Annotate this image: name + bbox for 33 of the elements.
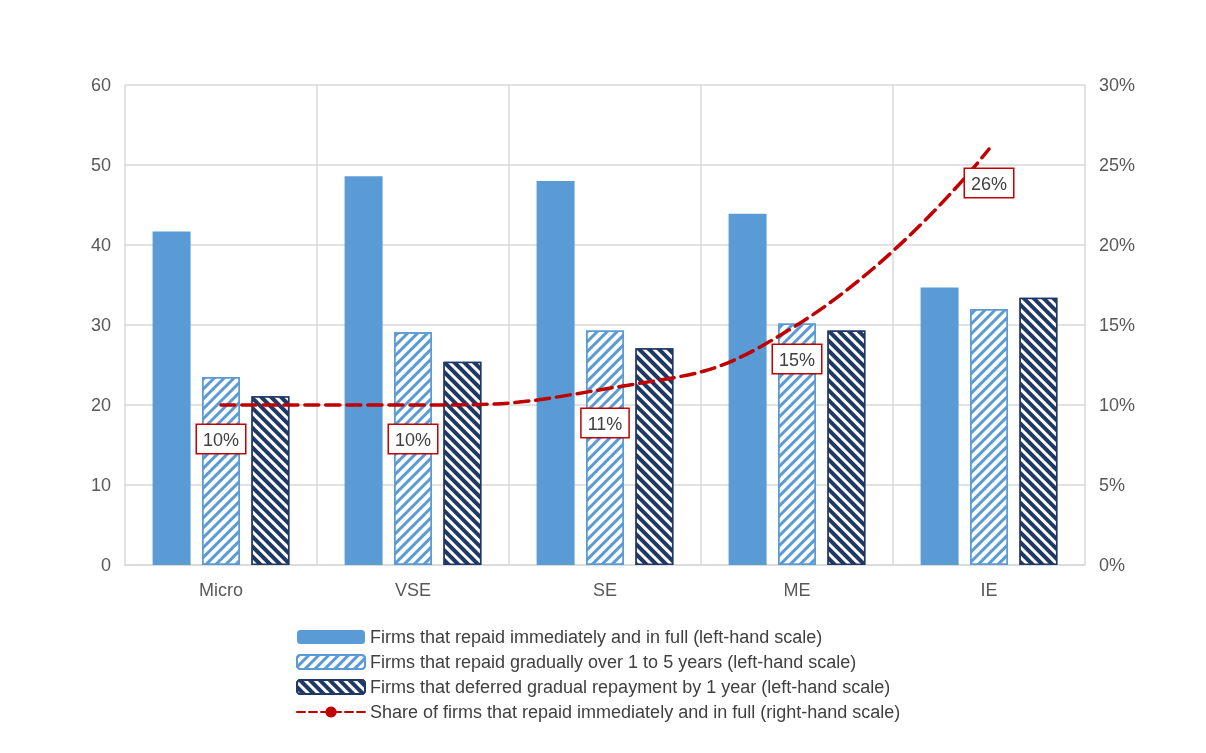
x-tick-label: IE xyxy=(980,580,998,600)
y2-tick-label: 30% xyxy=(1099,75,1136,95)
data-label: 15% xyxy=(778,350,816,370)
y-tick-label: 40 xyxy=(90,235,111,255)
data-label: 10% xyxy=(394,430,432,450)
y2-tick-label: 20% xyxy=(1099,235,1136,255)
bar xyxy=(344,176,383,565)
x-tick-label: ME xyxy=(783,580,811,600)
x-tick-label: Micro xyxy=(199,580,243,600)
y2-tick-label: 0% xyxy=(1099,555,1126,575)
y-tick-label: 60 xyxy=(90,75,111,95)
y-tick-label: 30 xyxy=(90,315,111,335)
x-tick-label: VSE xyxy=(394,580,432,600)
y2-tick-label: 15% xyxy=(1099,315,1136,335)
bar xyxy=(920,287,959,565)
legend-label: Share of firms that repaid immediately and in full (right-hand scale) xyxy=(370,702,901,722)
data-label: 26% xyxy=(970,174,1008,194)
y-tick-label: 50 xyxy=(90,155,111,175)
legend-label: Firms that repaid immediately and in full (left-hand scale) xyxy=(370,627,823,647)
y2-tick-label: 10% xyxy=(1099,395,1136,415)
data-label: 11% xyxy=(587,414,623,434)
data-label: 10% xyxy=(202,430,240,450)
y-tick-label: 10 xyxy=(90,475,111,495)
bar xyxy=(152,231,191,565)
y-tick-label: 0 xyxy=(100,555,111,575)
y2-tick-label: 5% xyxy=(1099,475,1126,495)
bar xyxy=(536,181,575,565)
bar xyxy=(728,213,767,565)
x-tick-label: SE xyxy=(592,580,618,600)
y-tick-label: 20 xyxy=(90,395,111,415)
y2-tick-label: 25% xyxy=(1099,155,1136,175)
legend-label: Firms that deferred gradual repayment by 1 year (left-hand scale) xyxy=(370,677,891,697)
legend-label: Firms that repaid gradually over 1 to 5 years (left-hand scale) xyxy=(370,652,857,672)
